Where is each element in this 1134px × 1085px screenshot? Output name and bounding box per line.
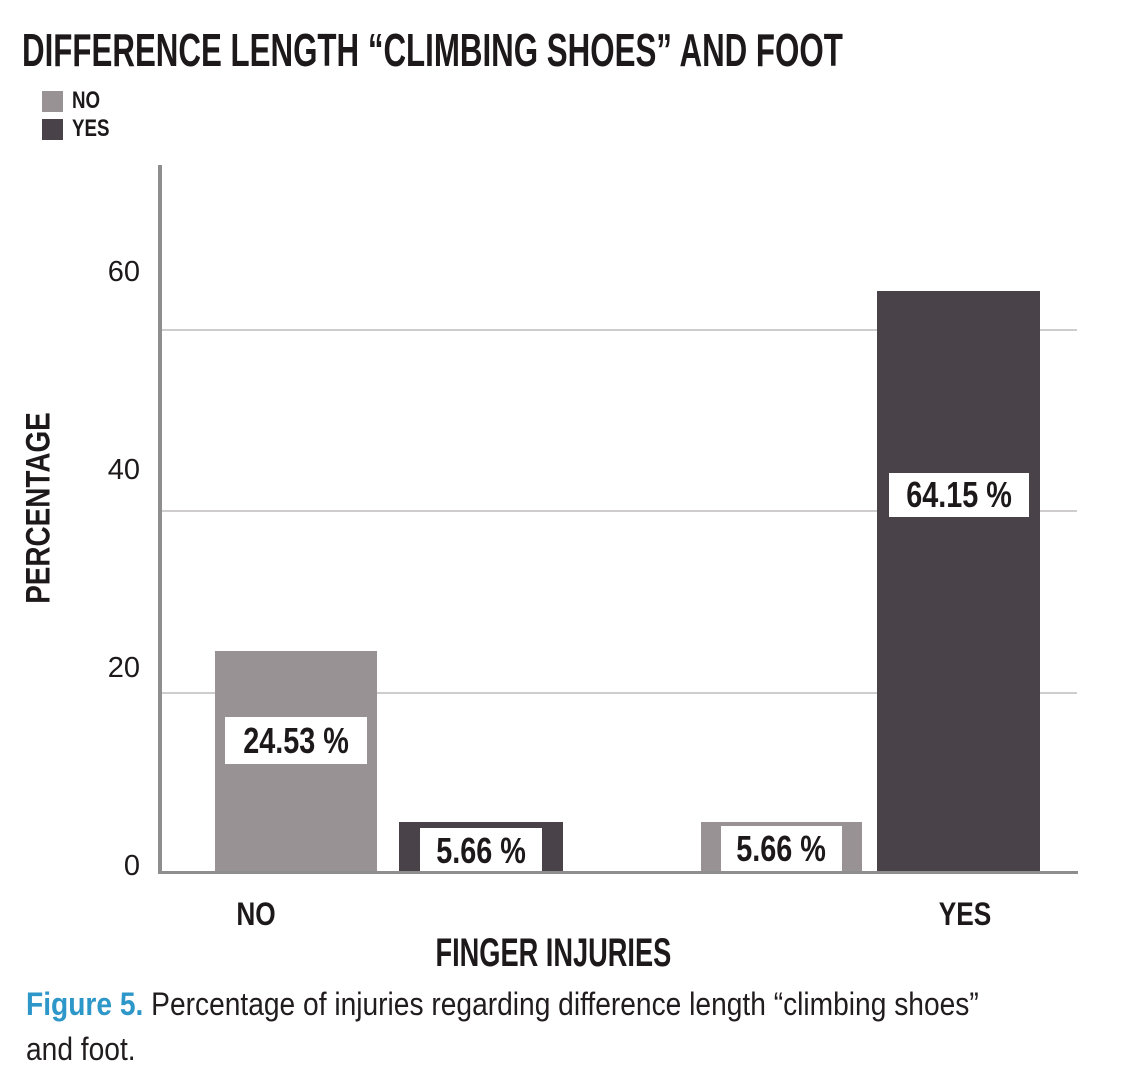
- y-axis-line: [158, 165, 162, 874]
- chart-title-text: DIFFERENCE LENGTH “CLIMBING SHOES” AND F…: [22, 24, 843, 76]
- y-axis-label: PERCENTAGE: [20, 391, 59, 625]
- category-label-text: YES: [938, 896, 992, 932]
- x-axis-label-text: FINGER INJURIES: [435, 931, 671, 975]
- value-label-text: 64.15 %: [906, 474, 1012, 515]
- legend-item-no: NO: [42, 87, 120, 115]
- y-tick-label-0: 0: [123, 850, 140, 882]
- value-label-text: 5.66 %: [736, 828, 827, 869]
- figure-caption: Figure 5. Percentage of injuries regardi…: [26, 982, 1012, 1072]
- bar-yes-yes: [877, 291, 1040, 873]
- value-label: 5.66 %: [420, 828, 542, 873]
- y-tick-label-40: 40: [107, 454, 140, 486]
- chart-legend: NO YES: [42, 87, 120, 143]
- chart-title: DIFFERENCE LENGTH “CLIMBING SHOES” AND F…: [22, 23, 1134, 77]
- value-label-text: 5.66 %: [436, 829, 526, 871]
- category-label-no: NO: [146, 896, 366, 933]
- value-label: 5.66 %: [721, 826, 842, 872]
- x-axis-label: FINGER INJURIES: [353, 931, 753, 976]
- legend-label-text: NO: [72, 87, 101, 114]
- legend-label: YES: [72, 115, 120, 143]
- value-label-text: 24.53 %: [243, 719, 349, 761]
- value-label: 64.15 %: [889, 473, 1029, 517]
- legend-swatch-yes-icon: [42, 118, 63, 140]
- gridline-40: [162, 510, 1077, 512]
- y-axis-label-text: PERCENTAGE: [19, 412, 58, 604]
- legend-swatch-no-icon: [42, 90, 63, 112]
- category-label-text: NO: [236, 896, 276, 932]
- gridline-20: [162, 692, 1077, 694]
- figure-caption-prefix: Figure 5.: [26, 986, 144, 1022]
- legend-label: NO: [72, 87, 108, 115]
- value-label: 24.53 %: [225, 717, 367, 764]
- legend-label-text: YES: [72, 115, 110, 142]
- gridline-60: [162, 329, 1077, 331]
- legend-item-yes: YES: [42, 115, 120, 143]
- category-label-yes: YES: [855, 896, 1075, 933]
- y-tick-label-20: 20: [107, 652, 140, 684]
- y-tick-label-60: 60: [107, 256, 140, 288]
- x-axis-line: [158, 871, 1078, 874]
- figure-caption-text: Percentage of injuries regarding differe…: [26, 986, 979, 1067]
